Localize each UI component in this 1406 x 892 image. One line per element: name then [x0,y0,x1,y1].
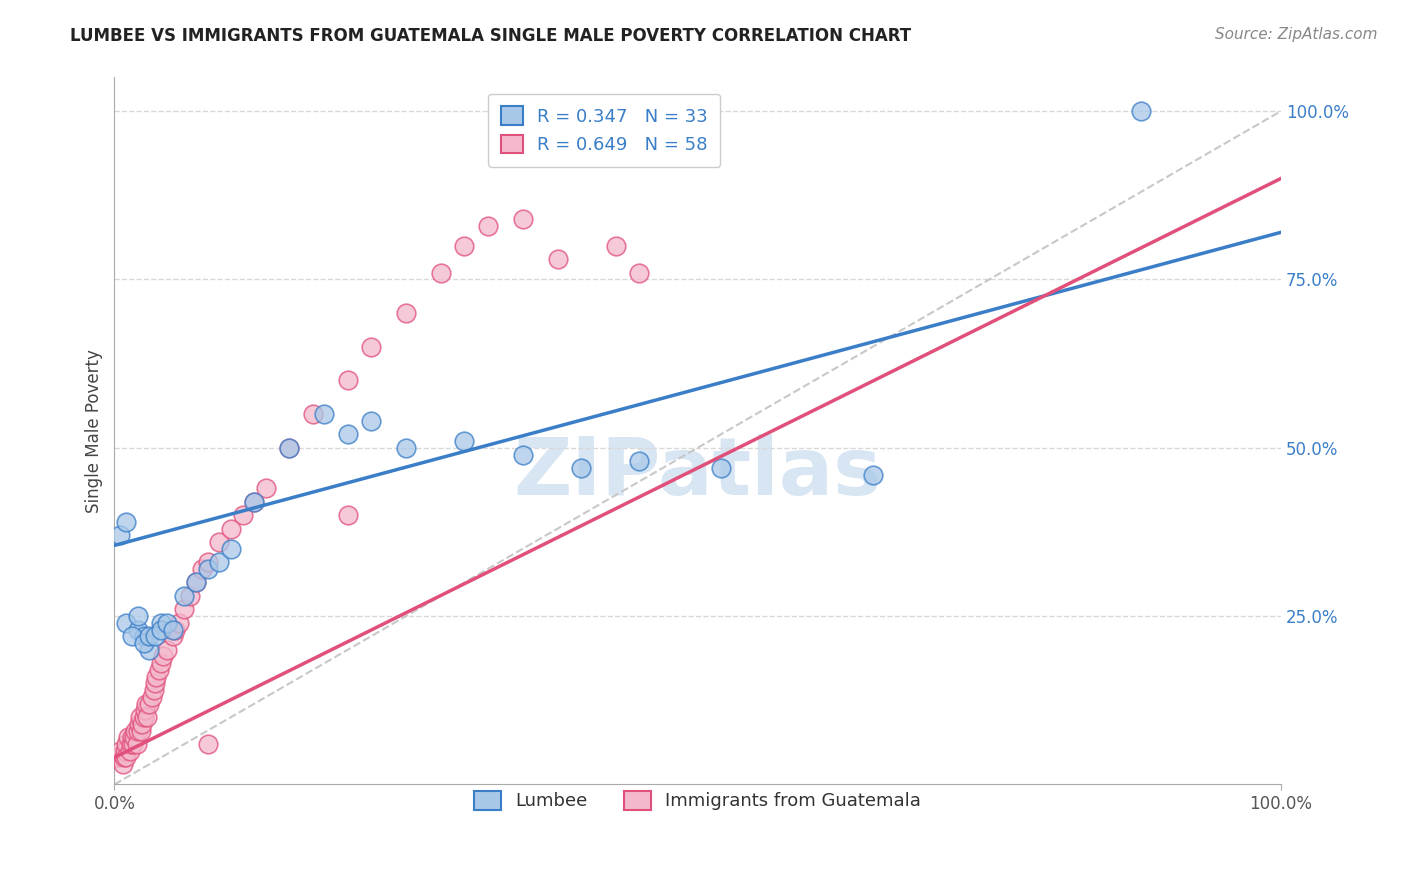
Point [129,723,152,738]
Point [165,623,187,637]
Point [336,427,359,442]
Point [132,636,155,650]
Point [110,744,132,758]
Point [115,615,138,630]
Text: ZIPatlas: ZIPatlas [513,434,882,512]
Point [395,441,418,455]
Point [115,737,138,751]
Point [145,670,167,684]
Point [314,407,336,421]
Point [167,615,190,630]
Point [156,615,179,630]
Point [143,683,166,698]
Point [129,710,152,724]
Point [115,515,138,529]
Point [179,589,201,603]
Point [127,609,149,624]
Point [131,716,153,731]
Point [117,731,139,745]
Point [138,642,160,657]
Y-axis label: Single Male Poverty: Single Male Poverty [86,349,103,513]
Text: Source: ZipAtlas.com: Source: ZipAtlas.com [1215,27,1378,42]
Point [138,697,160,711]
Point [148,663,170,677]
Point [395,306,418,320]
Point [128,716,150,731]
Point [301,407,323,421]
Point [243,494,266,508]
Point [243,494,266,508]
Point [150,623,173,637]
Point [121,731,143,745]
Point [197,737,219,751]
Point [122,731,145,745]
Point [628,266,651,280]
Point [278,441,301,455]
Point [115,750,138,764]
Point [132,710,155,724]
Point [110,528,132,542]
Point [136,710,159,724]
Point [208,535,231,549]
Point [150,615,173,630]
Point [569,461,592,475]
Point [125,737,148,751]
Point [191,562,214,576]
Point [150,657,173,671]
Point [134,703,156,717]
Point [112,750,135,764]
Point [132,629,155,643]
Point [453,434,475,448]
Point [477,219,499,233]
Point [254,481,277,495]
Point [360,340,382,354]
Point [512,211,534,226]
Point [135,697,157,711]
Point [336,508,359,522]
Point [219,541,242,556]
Point [197,555,219,569]
Point [278,441,301,455]
Point [127,623,149,637]
Point [122,737,145,751]
Point [232,508,254,522]
Point [173,589,195,603]
Point [156,642,179,657]
Point [453,239,475,253]
Point [1130,104,1153,119]
Point [162,629,184,643]
Point [219,522,242,536]
Point [141,690,163,704]
Point [114,744,136,758]
Point [143,629,166,643]
Point [152,649,174,664]
Point [111,757,134,772]
Point [360,414,382,428]
Text: LUMBEE VS IMMIGRANTS FROM GUATEMALA SINGLE MALE POVERTY CORRELATION CHART: LUMBEE VS IMMIGRANTS FROM GUATEMALA SING… [70,27,911,45]
Point [107,750,129,764]
Point [184,575,207,590]
Point [120,737,142,751]
Legend: Lumbee, Immigrants from Guatemala: Lumbee, Immigrants from Guatemala [460,777,936,825]
Point [547,252,569,267]
Point [336,373,359,387]
Point [512,448,534,462]
Point [208,555,231,569]
Point [138,629,160,643]
Point [118,744,141,758]
Point [121,629,143,643]
Point [143,676,166,690]
Point [605,239,627,253]
Point [628,454,651,468]
Point [162,623,184,637]
Point [127,723,149,738]
Point [710,461,733,475]
Point [173,602,195,616]
Point [197,562,219,576]
Point [862,467,884,482]
Point [184,575,207,590]
Point [430,266,453,280]
Point [124,723,146,738]
